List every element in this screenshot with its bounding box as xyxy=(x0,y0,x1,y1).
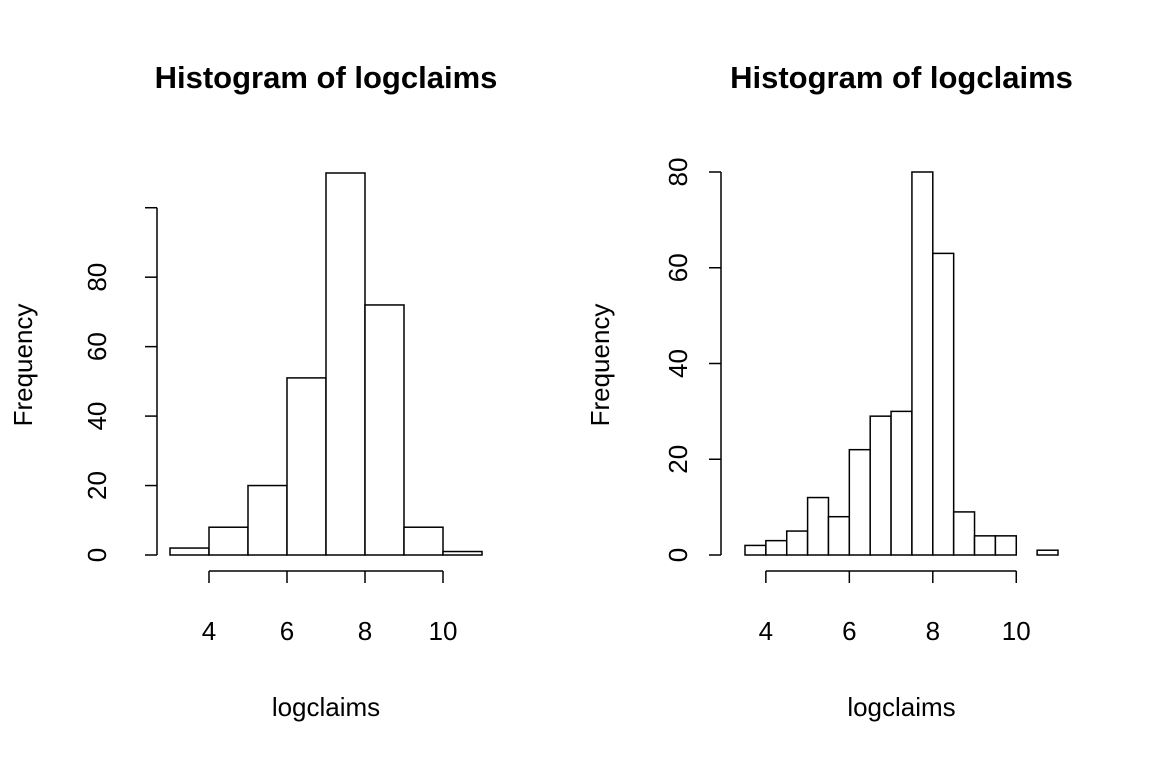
bar xyxy=(403,526,444,556)
y-tick-label: 80 xyxy=(82,263,112,292)
x-axis-label: logclaims xyxy=(847,692,955,722)
y-tick-label: 0 xyxy=(82,548,112,562)
bar xyxy=(286,377,327,556)
bar xyxy=(744,544,767,556)
y-tick-label: 60 xyxy=(82,332,112,361)
chart-title: Histogram of logclaims xyxy=(730,60,1073,95)
bar xyxy=(806,496,830,556)
x-tick-label: 8 xyxy=(926,616,940,646)
y-tick-label: 20 xyxy=(663,445,693,474)
x-tick-label: 10 xyxy=(1002,616,1031,646)
bar xyxy=(848,448,871,556)
y-tick-label: 0 xyxy=(663,548,693,562)
bar xyxy=(827,515,851,556)
chart-title: Histogram of logclaims xyxy=(155,60,498,95)
bar xyxy=(325,172,366,556)
bar xyxy=(952,511,976,556)
y-tick-label: 60 xyxy=(663,253,693,282)
y-tick-label: 40 xyxy=(663,349,693,378)
x-tick-label: 4 xyxy=(202,616,216,646)
x-axis-label: logclaims xyxy=(272,692,380,722)
x-tick-label: 10 xyxy=(429,616,458,646)
y-axis-label: Frequency xyxy=(8,304,38,427)
x-tick-label: 4 xyxy=(759,616,773,646)
bar xyxy=(247,484,288,556)
bar xyxy=(169,547,210,556)
bar xyxy=(364,304,405,556)
y-tick-label: 80 xyxy=(663,158,693,187)
y-tick-label: 40 xyxy=(82,402,112,431)
y-tick-label: 20 xyxy=(82,471,112,500)
x-tick-label: 6 xyxy=(280,616,294,646)
bar xyxy=(890,410,913,556)
bar xyxy=(208,526,249,556)
bar xyxy=(785,530,809,556)
bar xyxy=(973,535,997,556)
bar xyxy=(932,252,955,556)
bar xyxy=(994,535,1018,556)
y-axis-label: Frequency xyxy=(585,304,615,427)
x-tick-label: 6 xyxy=(842,616,856,646)
bar xyxy=(1036,549,1059,556)
bar xyxy=(442,550,483,556)
bar xyxy=(765,539,788,556)
x-tick-label: 8 xyxy=(358,616,372,646)
bar xyxy=(869,415,892,556)
bar xyxy=(911,171,934,556)
